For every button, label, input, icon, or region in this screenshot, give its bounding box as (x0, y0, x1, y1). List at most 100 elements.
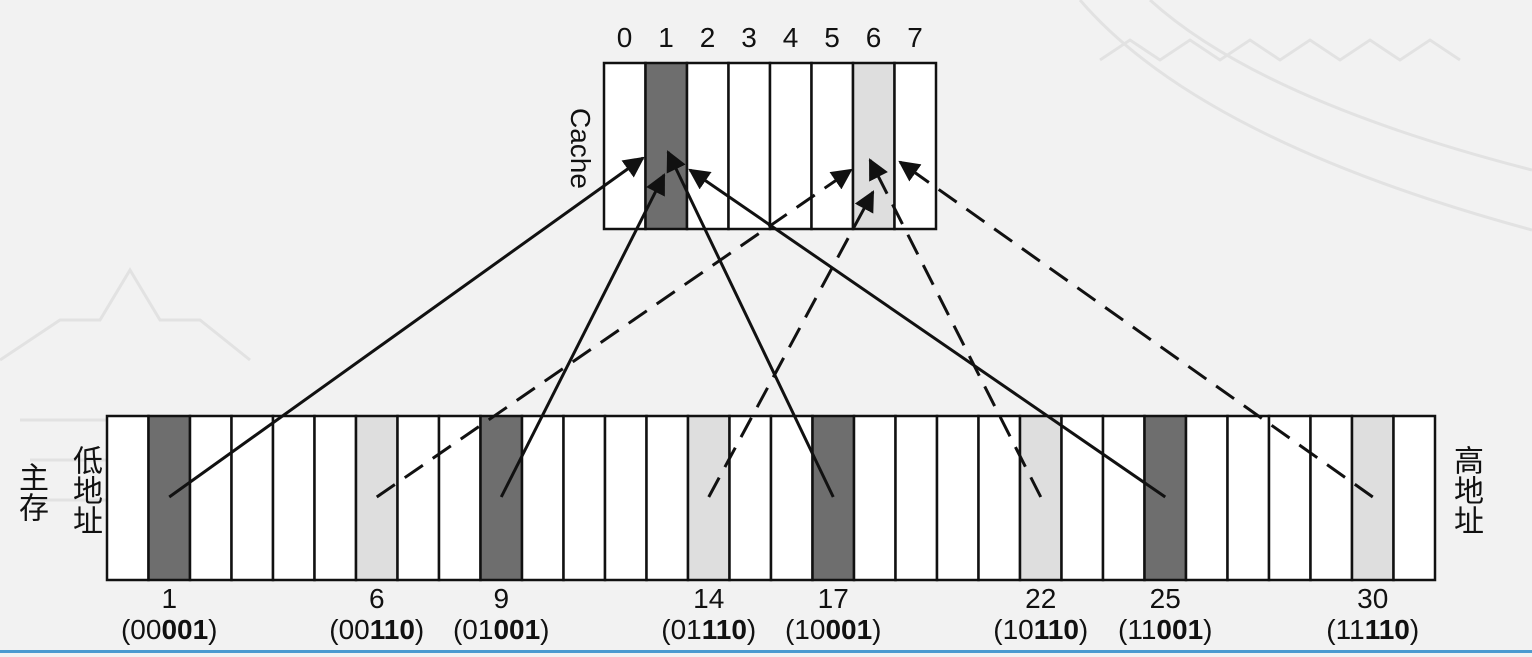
cache-label: Cache (565, 107, 596, 189)
block-number: 17 (817, 583, 849, 614)
memory-block (230, 414, 275, 582)
low-address-label: 低地址 (68, 445, 101, 535)
cache-line (810, 61, 855, 231)
memory-block (1267, 414, 1312, 582)
cache-index-label: 7 (907, 22, 923, 53)
memory-block (188, 414, 233, 582)
memory-block (1060, 414, 1105, 582)
main-memory-label: 主存 (14, 462, 47, 522)
memory-block (811, 414, 856, 582)
binary-close: ) (1078, 614, 1089, 645)
binary-index: 001 (493, 614, 541, 645)
memory-block (271, 414, 316, 582)
block-binary: (11001) (1085, 614, 1245, 645)
binary-tag: (01 (661, 614, 702, 645)
block-number: 14 (693, 583, 725, 614)
block-number: 1 (161, 583, 178, 614)
dashed-mapping-arrow (375, 168, 853, 499)
block-binary: (00001) (89, 614, 249, 645)
solid-mapping-arrow (688, 168, 1167, 499)
block-number: 22 (1025, 583, 1057, 614)
memory-block (1184, 414, 1229, 582)
memory-block (313, 414, 358, 582)
cache-index-label: 6 (865, 22, 882, 53)
block-binary: (01001) (421, 614, 581, 645)
cache-line (602, 61, 647, 231)
cache-line (727, 61, 772, 231)
binary-close: ) (414, 614, 425, 645)
memory-block (479, 414, 524, 582)
binary-close: ) (1409, 614, 1420, 645)
memory-block (852, 414, 897, 582)
solid-mapping-arrow (168, 156, 645, 499)
binary-index: 110 (369, 614, 415, 645)
binary-close: ) (872, 614, 882, 645)
memory-block (1392, 414, 1437, 582)
memory-block (977, 414, 1022, 582)
binary-index: 001 (1156, 614, 1204, 645)
binary-index: 001 (825, 614, 873, 645)
binary-index: 110 (1033, 614, 1079, 645)
cache-index-label: 2 (699, 22, 716, 53)
memory-block (1350, 414, 1395, 582)
main-memory-blocks (105, 414, 1437, 582)
binary-close: ) (208, 614, 218, 645)
block-binary: (01110) (629, 614, 789, 645)
memory-block (147, 414, 192, 582)
block-address-label: 30 (11110) (1293, 583, 1453, 645)
memory-block (728, 414, 773, 582)
cache-line (851, 61, 896, 231)
cache-line (644, 61, 689, 231)
high-address-label: 高地址 (1449, 445, 1482, 535)
binary-index: 001 (161, 614, 209, 645)
memory-block (1143, 414, 1188, 582)
block-number: 6 (368, 583, 385, 614)
block-number: 9 (493, 583, 510, 614)
cache-line (893, 61, 938, 231)
binary-tag: (10 (993, 614, 1034, 645)
block-number: 30 (1357, 583, 1389, 614)
binary-close: ) (746, 614, 757, 645)
binary-tag: (11 (1118, 614, 1157, 645)
memory-block (645, 414, 690, 582)
block-address-label: 22 (10110) (961, 583, 1121, 645)
dashed-mapping-arrow (898, 160, 1374, 499)
block-binary: (11110) (1293, 614, 1453, 645)
cache-lines (602, 61, 938, 231)
binary-tag: (10 (784, 614, 826, 645)
block-binary: (00110) (297, 614, 457, 645)
memory-block (1226, 414, 1271, 582)
memory-block (1309, 414, 1354, 582)
binary-close: ) (540, 614, 550, 645)
memory-block (105, 414, 150, 582)
cache-index-label: 0 (616, 22, 633, 53)
dashed-mapping-arrow (707, 190, 875, 498)
block-address-label: 9 (01001) (421, 583, 581, 645)
block-binary: (10110) (961, 614, 1121, 645)
block-address-label: 17 (10001) (753, 583, 913, 645)
binary-tag: (00 (329, 614, 370, 645)
block-address-label: 1 (00001) (89, 583, 249, 645)
binary-index: 110 (1364, 614, 1410, 645)
binary-tag: (11 (1326, 614, 1365, 645)
binary-tag: (00 (120, 614, 162, 645)
memory-block (894, 414, 939, 582)
memory-block (562, 414, 607, 582)
memory-block (1101, 414, 1146, 582)
mapping-arrows (168, 150, 1374, 499)
memory-block (354, 414, 399, 582)
memory-block (437, 414, 482, 582)
solid-mapping-arrow (499, 173, 666, 498)
cache-index-label: 1 (658, 22, 674, 53)
solid-mapping-arrow (666, 150, 835, 498)
block-number: 25 (1149, 583, 1181, 614)
dashed-mapping-arrow (868, 158, 1043, 498)
binary-index: 110 (701, 614, 747, 645)
block-address-label: 14 (01110) (629, 583, 789, 645)
memory-block (603, 414, 648, 582)
footer-rule (0, 650, 1532, 653)
binary-close: ) (1203, 614, 1213, 645)
memory-block (1018, 414, 1063, 582)
